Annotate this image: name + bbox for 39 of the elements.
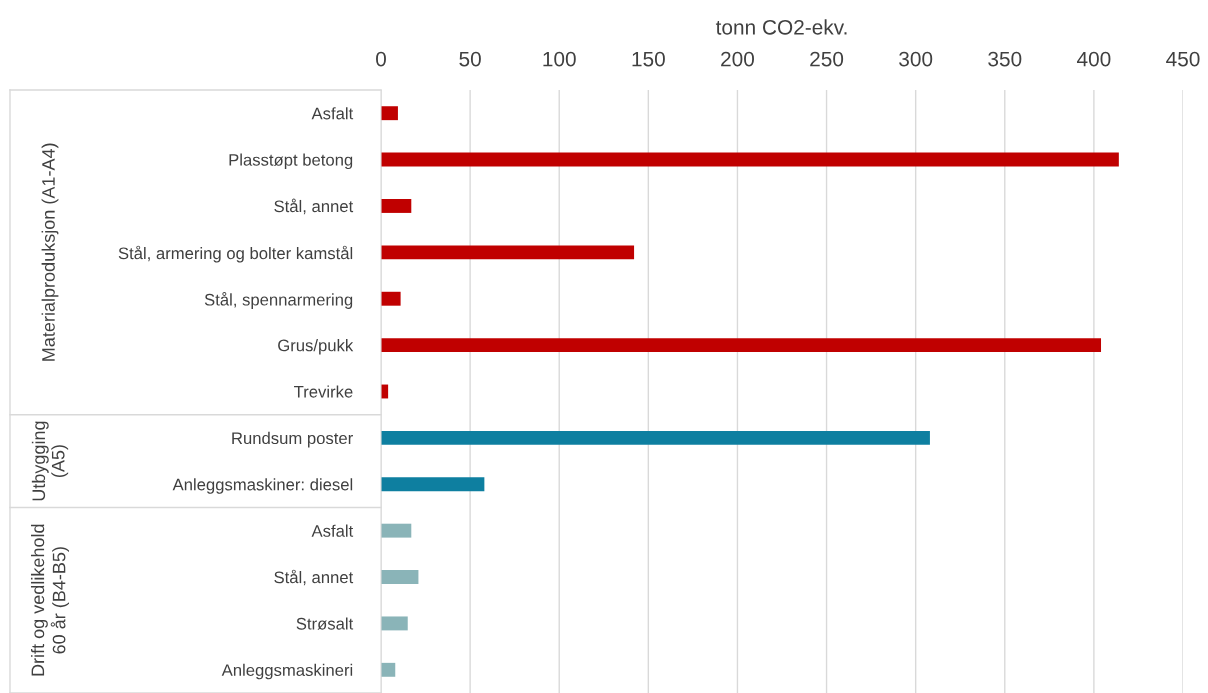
- x-tick-label: 400: [1076, 51, 1111, 67]
- y-tick-label: Trevirke: [294, 385, 353, 398]
- bar: [381, 291, 401, 306]
- x-tick-label: 350: [988, 51, 1022, 67]
- y-tick-label: Grus/pukk: [278, 339, 354, 355]
- bar: [381, 152, 1119, 167]
- y-tick-label: Stål, annet: [274, 198, 354, 215]
- y-tick-label: Asfalt: [311, 107, 354, 120]
- bar: [381, 245, 635, 260]
- y-tick-label: Plasstøpt betong: [229, 153, 353, 170]
- x-tick-label: 150: [632, 51, 665, 67]
- bar: [381, 570, 419, 584]
- bar: [381, 106, 398, 121]
- x-axis-title: tonn CO2-ekv.: [715, 19, 847, 35]
- bar: [381, 430, 930, 445]
- text: Utbygging (A5): [31, 421, 69, 501]
- x-tick-label: 250: [810, 51, 844, 67]
- y-tick-label: Anleggsmaskiner: diesel: [172, 478, 353, 494]
- y-tick-label: Strøsalt: [296, 617, 354, 630]
- bar: [381, 199, 412, 213]
- x-tick-label: 50: [459, 51, 481, 67]
- bar: [381, 616, 408, 631]
- x-tick-label: 450: [1166, 51, 1200, 67]
- bar: [381, 338, 1102, 353]
- x-tick-label: 100: [543, 51, 576, 67]
- x-tick-label: 200: [721, 51, 755, 67]
- text: Materialproduksjon (A1-A4): [41, 143, 59, 361]
- bar: [381, 662, 396, 677]
- x-tick-label: 0: [376, 51, 386, 67]
- y-tick-label: Stål, spennarmering: [204, 292, 353, 309]
- x-tick-label: 300: [899, 51, 933, 67]
- y-tick-label: Stål, annet: [274, 569, 354, 586]
- text: Drift og vedlikehold 60 år (B4-B5): [30, 524, 70, 676]
- bar: [381, 477, 485, 492]
- y-tick-label: Rundsum poster: [232, 431, 353, 448]
- bar: [381, 523, 412, 538]
- y-tick-label: Asfalt: [311, 524, 354, 537]
- y-tick-label: Stål, armering og bolter kamstål: [118, 245, 353, 263]
- y-tick-label: Anleggsmaskineri: [221, 663, 353, 680]
